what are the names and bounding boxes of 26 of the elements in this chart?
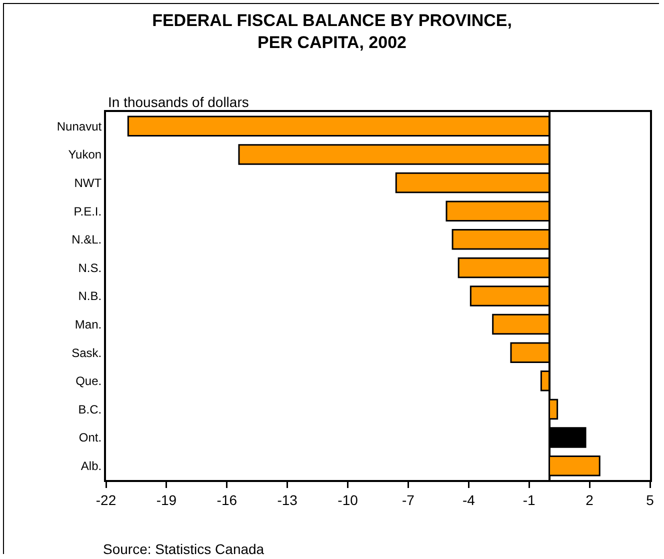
y-tick-label: N.S. <box>78 260 102 275</box>
x-tick-label: 5 <box>646 492 654 508</box>
y-tick-label: Man. <box>74 318 102 332</box>
y-tick-label: P.E.I. <box>74 204 102 218</box>
y-tick-label: N.&L. <box>72 232 102 247</box>
y-tick-label: Ont. <box>78 430 102 445</box>
x-tick-label: -16 <box>216 492 238 508</box>
source-note: Source: Statistics Canada <box>103 541 264 557</box>
y-tick-label: Yukon <box>68 148 102 162</box>
x-tick-label: -7 <box>402 492 415 508</box>
x-tick-label: 2 <box>586 492 594 508</box>
x-tick-label: -13 <box>277 492 298 508</box>
y-tick-label: Que. <box>76 374 102 388</box>
x-tick-label: -10 <box>338 492 358 508</box>
x-tick-label: -1 <box>522 492 536 508</box>
chart-title: FEDERAL FISCAL BALANCE BY PROVINCE, PER CAPITA, 2002 <box>152 11 512 52</box>
x-tick-label: -19 <box>156 492 177 508</box>
x-tick-label: -4 <box>462 492 476 508</box>
y-tick-label: N.B. <box>78 289 102 304</box>
y-tick-label: B.C. <box>78 402 102 416</box>
x-axis-title: In thousands of dollars <box>108 94 249 110</box>
y-tick-label: Sask. <box>72 346 102 360</box>
x-tick-label: -22 <box>96 492 116 508</box>
y-tick-label: NWT <box>74 176 102 190</box>
y-tick-label: Alb. <box>80 459 102 474</box>
y-tick-label: Nunavut <box>56 119 102 134</box>
